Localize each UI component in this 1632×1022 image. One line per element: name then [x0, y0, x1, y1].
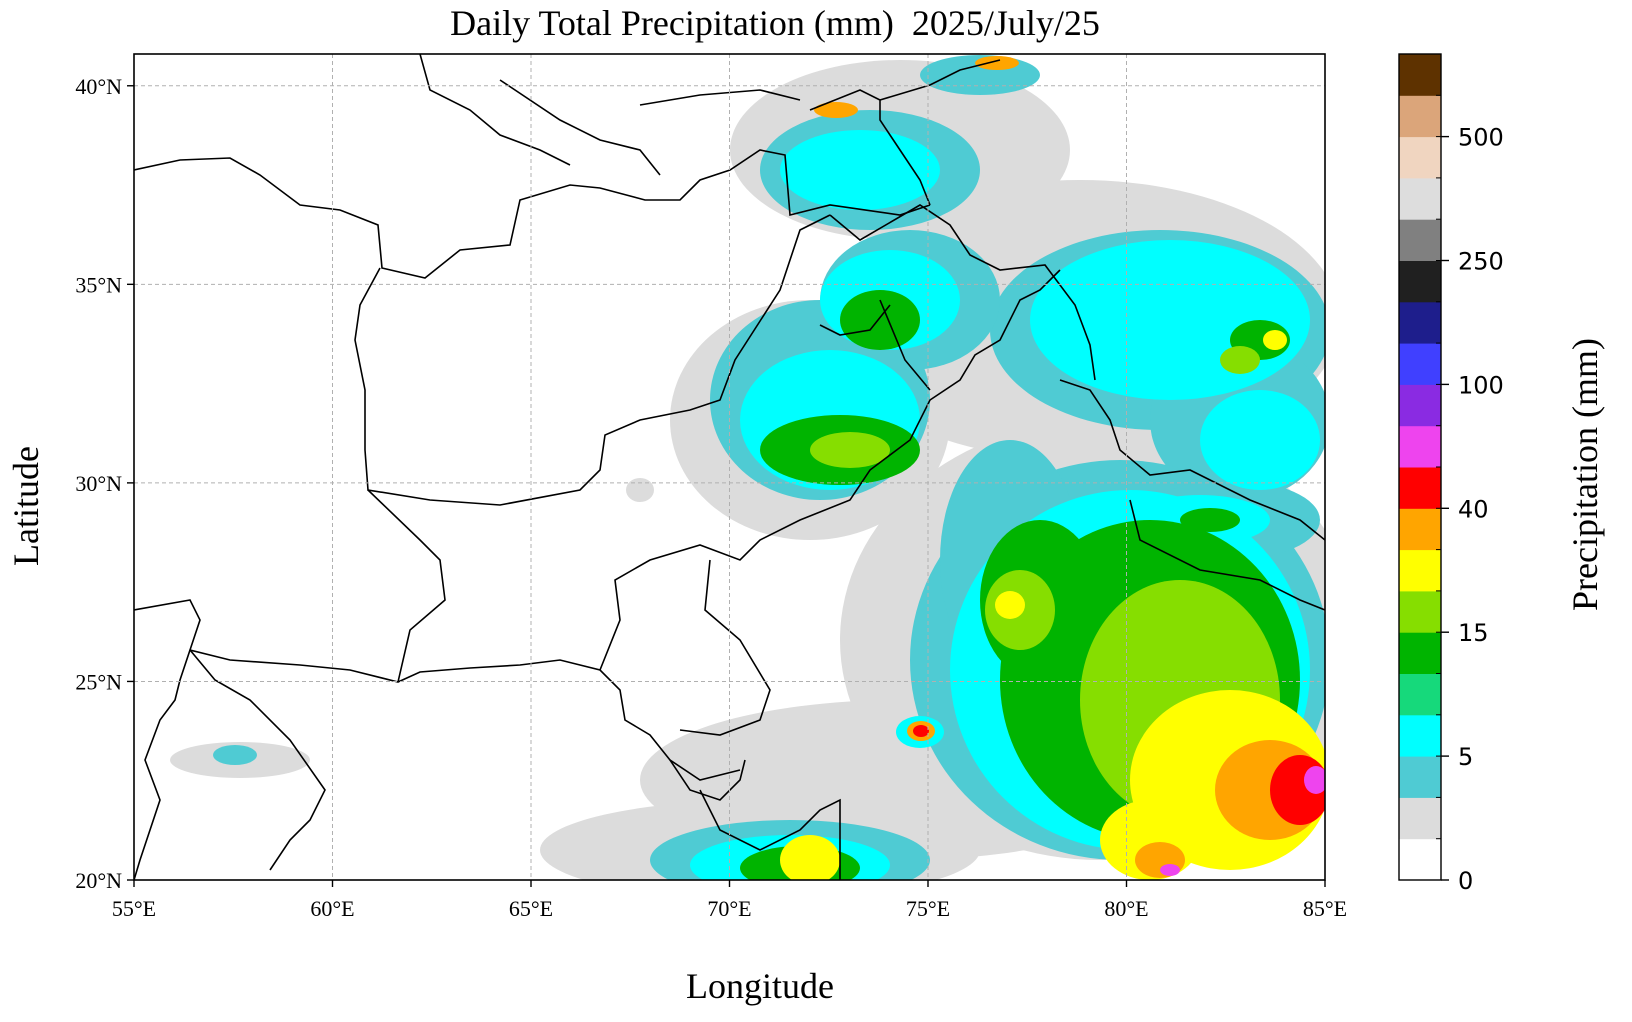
colorbar-swatch	[1399, 756, 1441, 798]
colorbar-swatch	[1399, 632, 1441, 674]
colorbar-swatch	[1399, 343, 1441, 385]
lon-tick-label: 55°E	[112, 896, 156, 921]
colorbar-swatch	[1399, 384, 1441, 427]
colorbar-swatch	[1399, 219, 1441, 261]
x-axis-label: Longitude	[686, 966, 834, 1006]
colorbar-swatch	[1399, 260, 1441, 303]
lat-tick-label: 35°N	[75, 272, 122, 297]
map-ticks: 55°E 60°E 65°E 70°E 75°E 80°E 85°E 20°N 25°N 30°N…	[75, 74, 1347, 921]
colorbar-tick-label: 0	[1458, 867, 1473, 895]
colorbar-swatch	[1399, 136, 1441, 179]
lat-tick-label: 20°N	[75, 868, 122, 893]
colorbar-title: Precipitation (mm)	[1565, 338, 1605, 611]
colorbar-swatch	[1399, 425, 1441, 468]
colorbar-swatch	[1399, 301, 1441, 344]
colorbar: 0 5 15 40 100 250 500	[1398, 53, 1504, 895]
map-title: Daily Total Precipitation (mm) 2025/July…	[450, 3, 1100, 43]
lon-tick-label: 75°E	[906, 896, 950, 921]
lon-tick-label: 70°E	[707, 896, 751, 921]
colorbar-tick-label: 500	[1458, 124, 1504, 152]
colorbar-tick-label: 40	[1458, 495, 1489, 523]
precipitation-field	[170, 55, 1325, 880]
lon-tick-label: 65°E	[509, 896, 553, 921]
lat-tick-label: 25°N	[75, 669, 122, 694]
colorbar-swatch	[1399, 54, 1441, 96]
colorbar-tick-label: 5	[1458, 743, 1473, 771]
colorbar-tick-label: 100	[1458, 371, 1504, 399]
lon-tick-label: 80°E	[1104, 896, 1148, 921]
colorbar-swatch	[1399, 177, 1441, 220]
colorbar-swatch	[1399, 590, 1441, 633]
colorbar-swatch	[1399, 838, 1441, 881]
colorbar-tick-label: 250	[1458, 248, 1504, 276]
colorbar-swatch	[1399, 714, 1441, 757]
colorbar-swatch	[1399, 549, 1441, 592]
lon-tick-label: 85°E	[1303, 896, 1347, 921]
y-axis-label: Latitude	[6, 446, 46, 566]
country-borders	[134, 54, 1325, 880]
lat-tick-label: 30°N	[75, 471, 122, 496]
colorbar-swatch	[1399, 673, 1441, 716]
colorbar-swatch	[1399, 797, 1441, 840]
colorbar-swatch	[1399, 508, 1441, 551]
lat-tick-label: 40°N	[75, 74, 122, 99]
lon-tick-label: 60°E	[310, 896, 354, 921]
colorbar-tick-label: 15	[1458, 619, 1489, 647]
colorbar-swatch	[1399, 95, 1441, 138]
colorbar-swatch	[1399, 467, 1441, 509]
